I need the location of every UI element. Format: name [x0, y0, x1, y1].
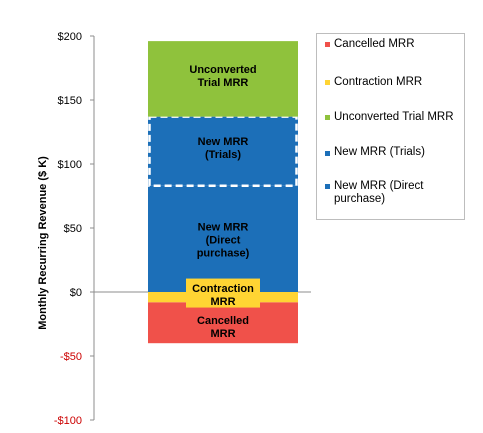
- legend-entry-label: purchase): [334, 193, 385, 205]
- axes: $200 $150 $100 $50 $0 -$50 -$100 Monthly Recurr…: [37, 31, 311, 427]
- legend-marker: [325, 80, 330, 85]
- y-tick-label: $150: [58, 95, 82, 107]
- y-axis-title: Monthly Recurring Revenue ($ K): [37, 156, 49, 330]
- segment-label: purchase): [197, 248, 250, 260]
- segment-label: New MRR: [198, 136, 249, 148]
- legend-entry-label: New MRR (Trials): [334, 146, 425, 158]
- y-tick-label: $200: [58, 31, 82, 43]
- bar-segment: [148, 302, 298, 344]
- legend: Cancelled MRR Contraction MRR Unconverted …: [316, 33, 465, 220]
- segment-label: Trial MRR: [198, 77, 249, 89]
- segment-label: Cancelled: [197, 315, 249, 327]
- bar-segment: [148, 116, 298, 186]
- trials-dashed-outline: [148, 115, 298, 188]
- legend-entry-label: New MRR (Direct: [334, 180, 424, 192]
- y-tick-label: -$100: [54, 415, 82, 427]
- legend-marker: [325, 184, 330, 189]
- y-tick-label: $0: [70, 287, 82, 299]
- segment-label: MRR: [210, 328, 235, 340]
- segment-label: Unconverted: [189, 64, 256, 76]
- legend-marker: [325, 42, 330, 47]
- bars: [148, 41, 298, 344]
- segment-label: MRR: [210, 296, 235, 308]
- segment-label: (Direct: [206, 235, 241, 247]
- legend-entry-label: Unconverted Trial MRR: [334, 111, 454, 123]
- y-tick-label: -$50: [60, 351, 82, 363]
- bar-segment: [148, 185, 298, 292]
- legend-marker-dashed: [325, 151, 330, 156]
- legend-frame: [316, 33, 465, 220]
- segment-label: (Trials): [205, 149, 241, 161]
- contraction-callout-box: [186, 278, 260, 308]
- legend-entry-label: Contraction MRR: [334, 76, 422, 88]
- y-tick-label: $100: [58, 159, 82, 171]
- segment-label: Contraction: [192, 283, 254, 295]
- legend-entry-label: Cancelled MRR: [334, 38, 415, 50]
- segment-label: New MRR: [198, 222, 249, 234]
- y-tick-label: $50: [64, 223, 82, 235]
- bar-segment: [148, 41, 298, 117]
- legend-marker: [325, 115, 330, 120]
